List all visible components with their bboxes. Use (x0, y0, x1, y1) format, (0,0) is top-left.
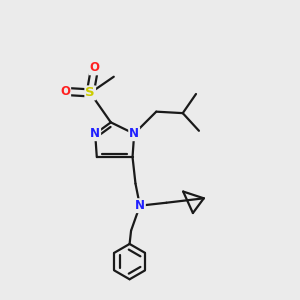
Text: N: N (90, 127, 100, 140)
Text: O: O (90, 61, 100, 74)
Text: O: O (60, 85, 70, 98)
Text: S: S (85, 86, 95, 99)
Text: N: N (129, 127, 139, 140)
Text: N: N (135, 199, 145, 212)
